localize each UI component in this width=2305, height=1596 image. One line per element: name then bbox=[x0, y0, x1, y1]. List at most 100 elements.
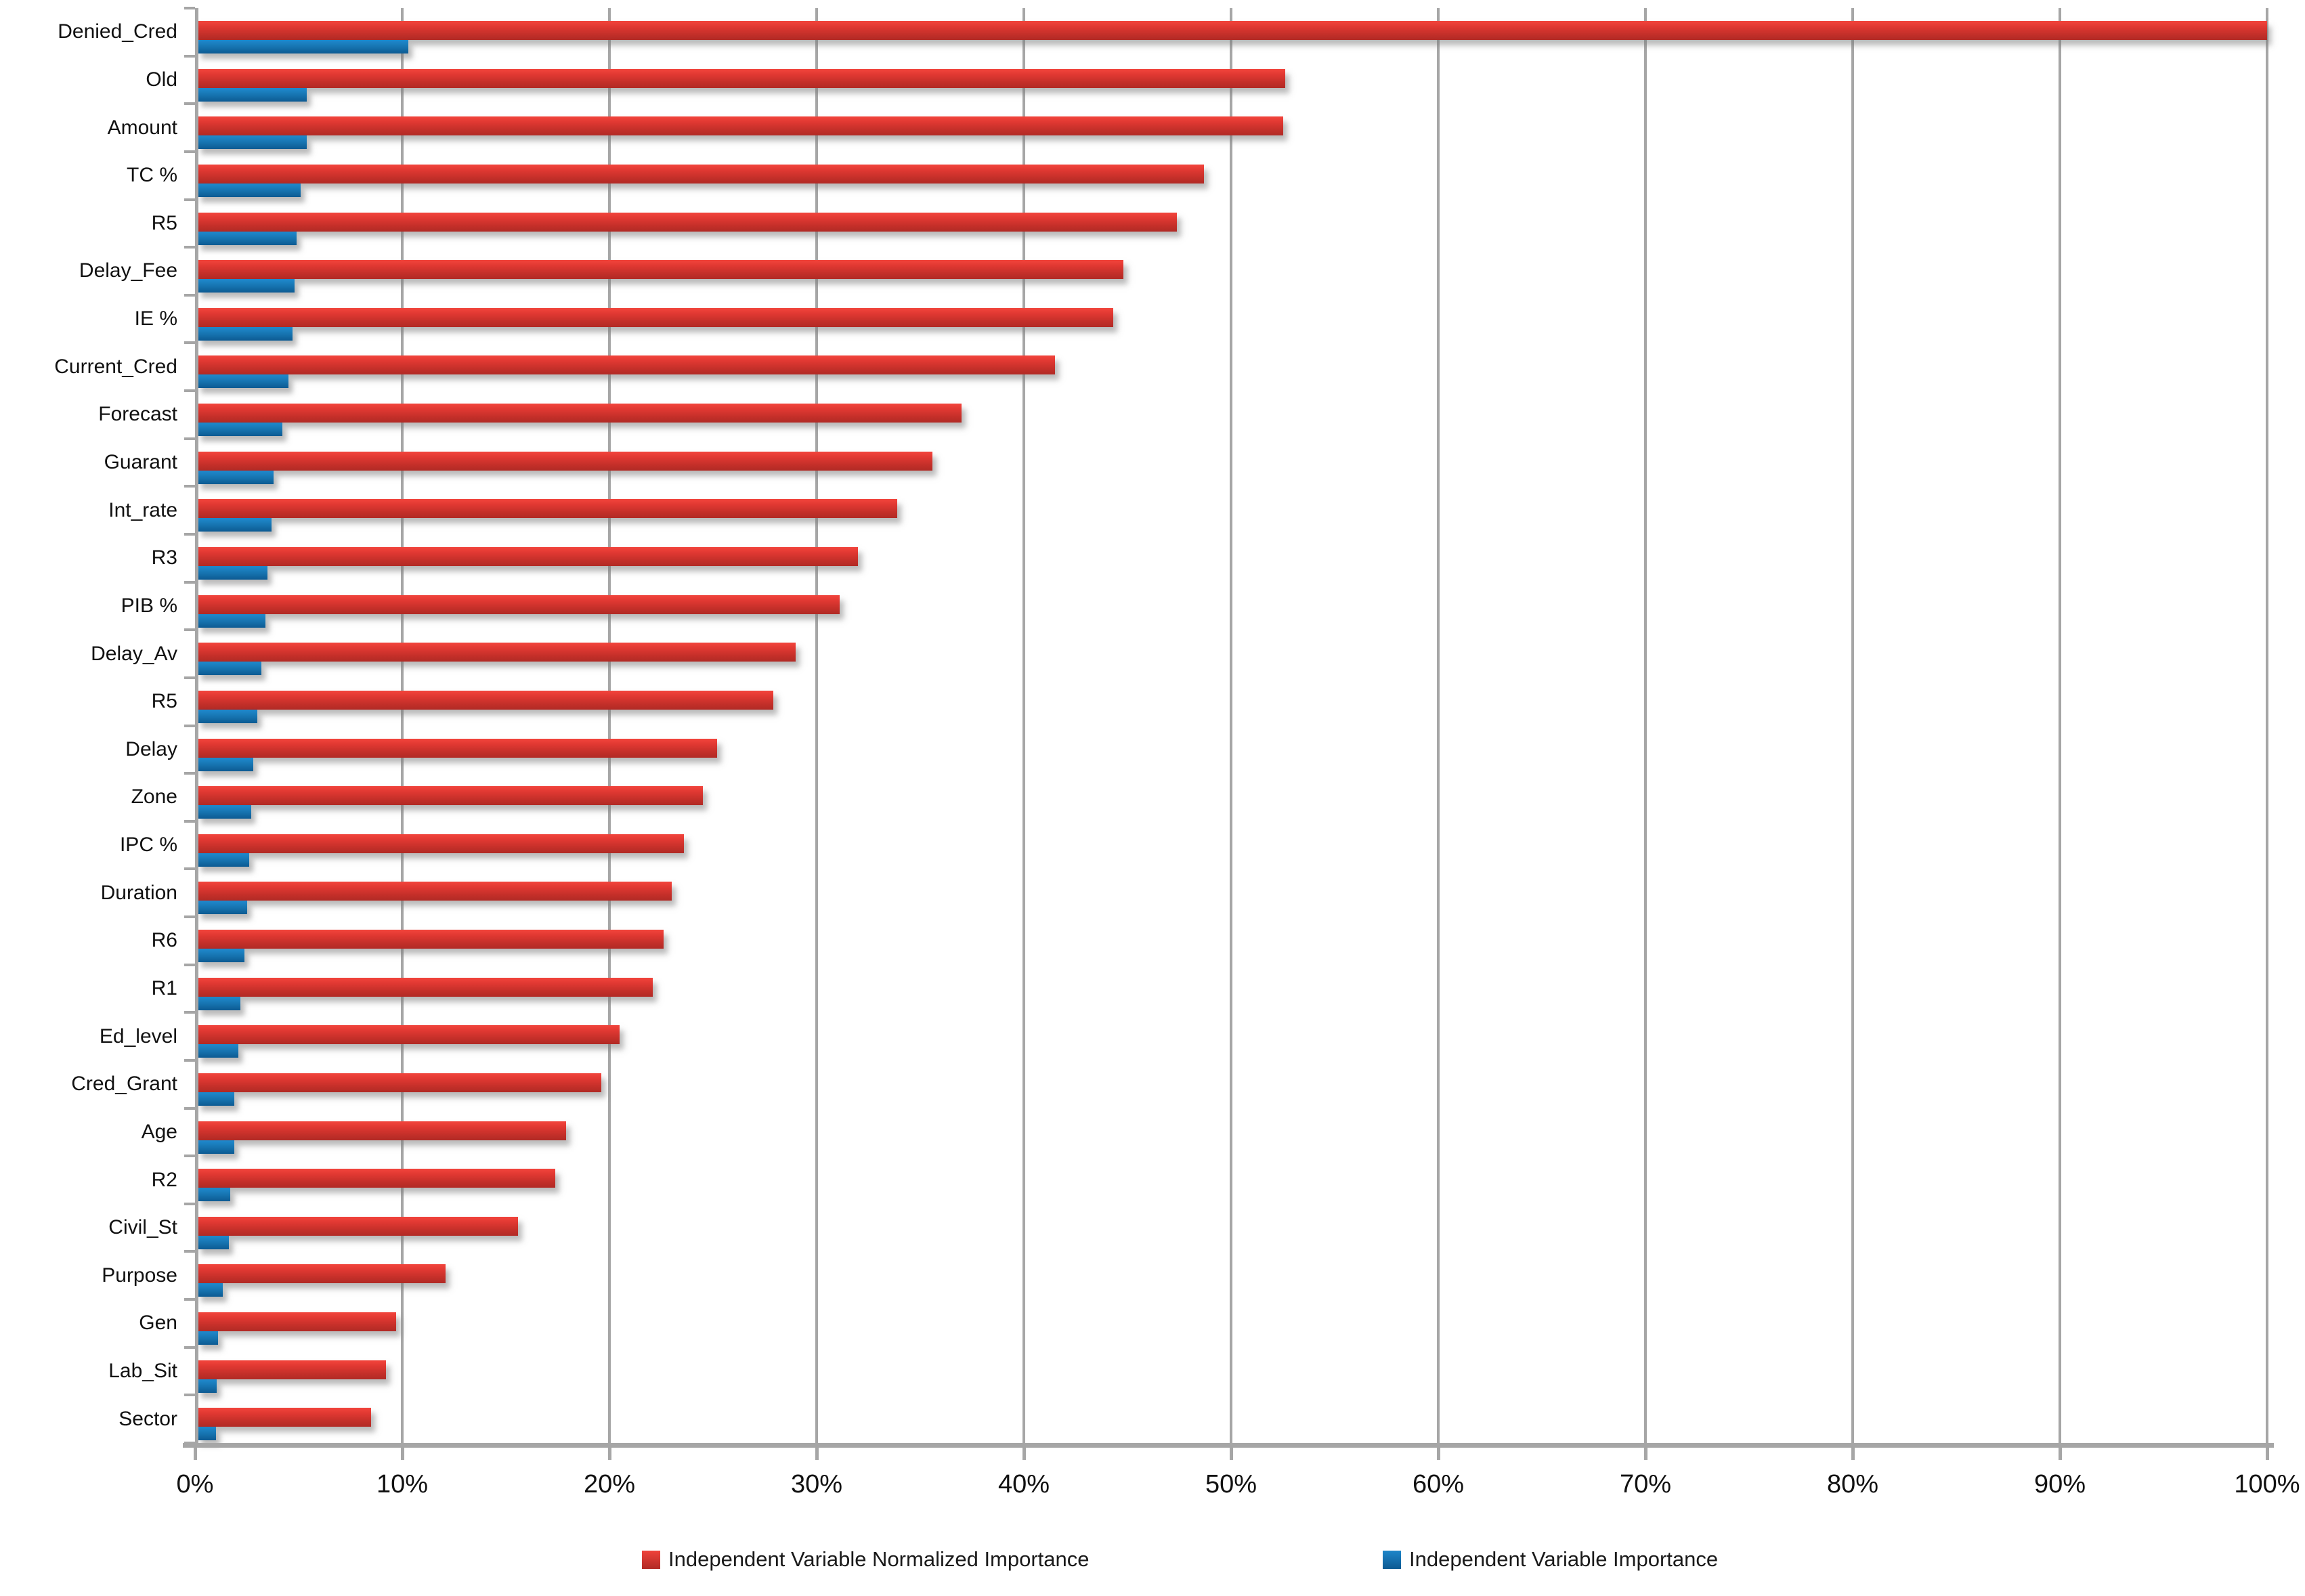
y-axis-tick bbox=[184, 293, 195, 297]
bar-importance bbox=[197, 613, 266, 628]
category-label: Old bbox=[146, 68, 177, 91]
bar-normalized-importance bbox=[197, 451, 933, 471]
y-axis-tick bbox=[184, 867, 195, 871]
y-axis-tick bbox=[184, 724, 195, 727]
x-tick-label: 20% bbox=[583, 1470, 636, 1498]
bar-importance bbox=[197, 805, 251, 819]
legend-item-normalized-importance: Independent Variable Normalized Importan… bbox=[642, 1547, 1090, 1572]
category-label: R5 bbox=[151, 211, 177, 234]
bar-normalized-importance bbox=[197, 212, 1178, 232]
bar-normalized-importance bbox=[197, 977, 653, 997]
category-label: TC % bbox=[127, 164, 177, 187]
y-axis-tick bbox=[184, 150, 195, 153]
y-axis-tick bbox=[184, 676, 195, 679]
legend-swatch-red bbox=[642, 1550, 660, 1569]
legend-swatch-blue bbox=[1383, 1550, 1401, 1569]
bar-normalized-importance bbox=[197, 738, 718, 758]
category-label: Current_Cred bbox=[54, 355, 177, 378]
y-axis-tick bbox=[184, 246, 195, 249]
x-tick-label: 70% bbox=[1619, 1470, 1672, 1498]
y-axis-tick bbox=[184, 628, 195, 632]
bar-normalized-importance bbox=[197, 595, 840, 614]
bar-normalized-importance bbox=[197, 1216, 519, 1236]
y-axis-tick bbox=[184, 437, 195, 440]
gridline-20% bbox=[608, 8, 611, 1443]
x-axis-tick bbox=[1851, 1448, 1855, 1460]
gridline-70% bbox=[1644, 8, 1647, 1443]
bar-normalized-importance bbox=[197, 1169, 556, 1188]
category-label: Forecast bbox=[98, 403, 177, 426]
bar-normalized-importance bbox=[197, 404, 962, 423]
category-label: R5 bbox=[151, 690, 177, 713]
bar-importance bbox=[197, 1235, 230, 1249]
bar-importance bbox=[197, 374, 288, 389]
bar-importance bbox=[197, 1331, 218, 1345]
category-label: R1 bbox=[151, 976, 177, 999]
bar-normalized-importance bbox=[197, 1121, 566, 1140]
gridline-50% bbox=[1230, 8, 1232, 1443]
x-tick-label: 40% bbox=[997, 1470, 1050, 1498]
bar-importance bbox=[197, 1092, 235, 1106]
gridline-100% bbox=[2266, 8, 2268, 1443]
x-tick-label: 0% bbox=[176, 1470, 214, 1498]
x-axis-tick bbox=[2059, 1448, 2062, 1460]
y-axis-tick bbox=[184, 915, 195, 919]
bar-normalized-importance bbox=[197, 1360, 386, 1379]
y-axis-tick bbox=[184, 963, 195, 966]
bar-importance bbox=[197, 87, 307, 102]
bar-normalized-importance bbox=[197, 882, 672, 901]
bar-normalized-importance bbox=[197, 499, 898, 519]
category-label: Lab_Sit bbox=[108, 1360, 177, 1383]
y-axis-tick bbox=[184, 389, 195, 393]
bar-normalized-importance bbox=[197, 1264, 446, 1284]
bar-normalized-importance bbox=[197, 1025, 620, 1045]
category-label: Int_rate bbox=[108, 498, 177, 521]
y-axis-tick bbox=[184, 819, 195, 823]
bar-importance bbox=[197, 949, 245, 963]
bar-importance bbox=[197, 1379, 217, 1393]
bar-importance bbox=[197, 757, 253, 771]
y-axis-tick bbox=[184, 1250, 195, 1253]
bar-normalized-importance bbox=[197, 690, 773, 710]
bar-importance bbox=[197, 1044, 239, 1058]
y-axis-tick bbox=[184, 102, 195, 106]
x-axis-line bbox=[183, 1443, 2274, 1448]
category-label: R6 bbox=[151, 929, 177, 952]
bar-importance bbox=[197, 518, 272, 532]
bar-importance bbox=[197, 565, 268, 580]
bar-normalized-importance bbox=[197, 1312, 396, 1332]
gridline-80% bbox=[1851, 8, 1854, 1443]
category-label: Zone bbox=[131, 785, 177, 808]
category-label: R3 bbox=[151, 546, 177, 569]
bar-importance bbox=[197, 996, 241, 1010]
x-axis-tick bbox=[608, 1448, 611, 1460]
x-tick-label: 50% bbox=[1205, 1470, 1257, 1498]
y-axis-tick bbox=[184, 198, 195, 201]
gridline-30% bbox=[815, 8, 818, 1443]
bar-normalized-importance bbox=[197, 260, 1123, 280]
y-axis-tick bbox=[184, 1011, 195, 1014]
bar-normalized-importance bbox=[197, 355, 1055, 375]
x-tick-label: 30% bbox=[790, 1470, 843, 1498]
x-axis-tick bbox=[401, 1448, 404, 1460]
bar-importance bbox=[197, 1283, 223, 1297]
bar-normalized-importance bbox=[197, 21, 2267, 40]
bar-normalized-importance bbox=[197, 930, 664, 949]
bar-importance bbox=[197, 1427, 216, 1441]
category-label: Guarant bbox=[104, 451, 177, 474]
category-label: Sector bbox=[119, 1407, 177, 1430]
y-axis-line bbox=[195, 8, 198, 1443]
category-label: Amount bbox=[107, 116, 177, 139]
x-axis-tick bbox=[1022, 1448, 1026, 1460]
bar-normalized-importance bbox=[197, 643, 796, 662]
y-axis-tick bbox=[184, 1058, 195, 1062]
bar-importance bbox=[197, 231, 297, 245]
bar-importance bbox=[197, 853, 249, 867]
bar-normalized-importance bbox=[197, 116, 1283, 136]
x-tick-label: 60% bbox=[1412, 1470, 1465, 1498]
legend-item-importance: Independent Variable Importance bbox=[1383, 1547, 1718, 1572]
bar-importance bbox=[197, 470, 274, 484]
bar-normalized-importance bbox=[197, 834, 685, 853]
category-label: Age bbox=[141, 1120, 177, 1143]
